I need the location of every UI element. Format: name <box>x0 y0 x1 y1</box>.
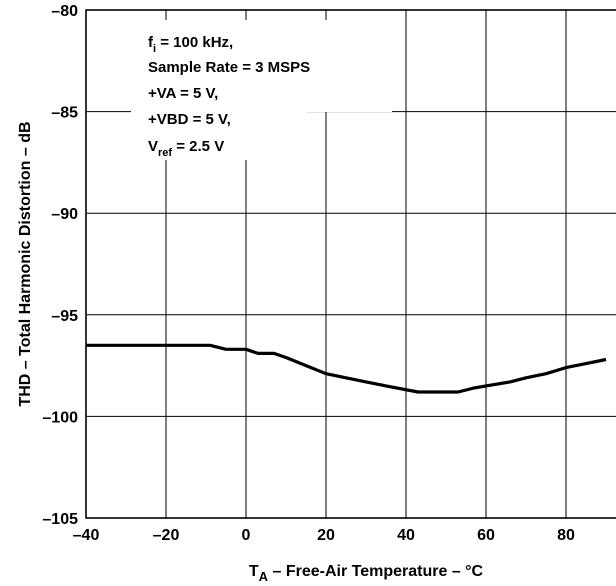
annotation-box-right <box>272 20 392 112</box>
x-tick-label: 20 <box>317 527 335 544</box>
thd-series-line <box>86 343 607 394</box>
x-tick-label: 80 <box>557 527 575 544</box>
y-tick-labels: –80 –85 –90 –95 –100 –105 <box>42 3 78 528</box>
plot-frame <box>85 9 616 519</box>
x-axis-title: TA – Free-Air Temperature – °C <box>249 563 484 584</box>
y-tick-label: –80 <box>51 3 78 20</box>
annotation-line: fi = 100 kHz, <box>148 34 233 55</box>
annotation-line: +VBD = 5 V, <box>148 111 231 128</box>
x-tick-label: –40 <box>73 527 100 544</box>
x-tick-label: 60 <box>477 527 495 544</box>
annotation-box-mid <box>272 112 307 160</box>
annotation-line: Vref = 2.5 V <box>148 138 224 159</box>
annotation-box-ext <box>131 98 272 160</box>
x-tick-label: 40 <box>397 527 415 544</box>
annotation-text: fi = 100 kHz, Sample Rate = 3 MSPS +VA =… <box>148 34 310 159</box>
x-tick-label: –20 <box>153 527 180 544</box>
data-series <box>86 343 607 394</box>
y-axis-title: THD – Total Harmonic Distortion – dB <box>17 121 34 406</box>
y-tick-label: –85 <box>51 105 78 122</box>
annotation-line: Sample Rate = 3 MSPS <box>148 59 310 76</box>
y-tick-label: –90 <box>51 206 78 223</box>
y-tick-label: –95 <box>51 308 78 325</box>
y-tick-label: –105 <box>42 511 78 528</box>
x-tick-labels: –40 –20 0 20 40 60 80 <box>73 527 575 544</box>
x-tick-label: 0 <box>242 527 251 544</box>
y-tick-label: –100 <box>42 409 78 426</box>
annotation-line: +VA = 5 V, <box>148 85 218 102</box>
annotation-box <box>131 20 272 98</box>
